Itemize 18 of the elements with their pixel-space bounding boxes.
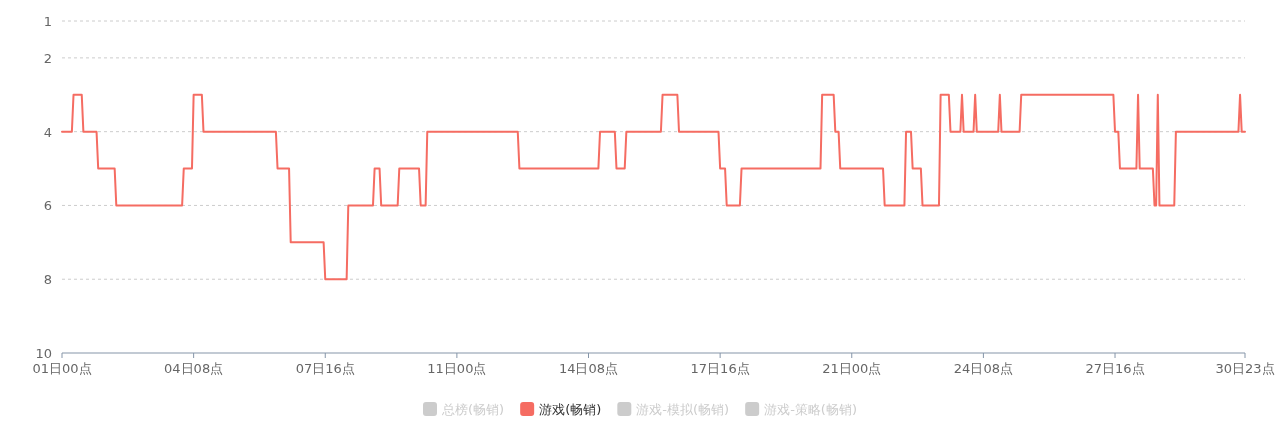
y-tick-label: 6 (43, 198, 52, 214)
y-tick-label: 8 (43, 272, 52, 288)
x-tick-label: 04日08点 (164, 361, 224, 376)
y-tick-label: 1 (43, 14, 52, 29)
line-series (61, 93, 1246, 281)
x-tick-label: 11日00点 (427, 361, 487, 376)
x-tick-label: 14日08点 (558, 361, 619, 376)
x-tick-label: 17日16点 (690, 361, 750, 376)
x-tick-label: 27日16点 (1085, 361, 1145, 376)
y-tick-label: 10 (35, 346, 52, 361)
y-tick-label: 2 (43, 50, 52, 66)
x-tick-label: 30日23点 (1215, 361, 1275, 376)
legend-label: 游戏(畅销) (539, 402, 602, 417)
x-tick-label: 07日16点 (295, 361, 355, 376)
y-tick-label: 4 (43, 124, 52, 140)
x-tick-label: 01日00点 (32, 361, 92, 376)
x-tick-label: 24日08点 (953, 361, 1013, 376)
x-tick-label: 21日00点 (822, 361, 882, 376)
